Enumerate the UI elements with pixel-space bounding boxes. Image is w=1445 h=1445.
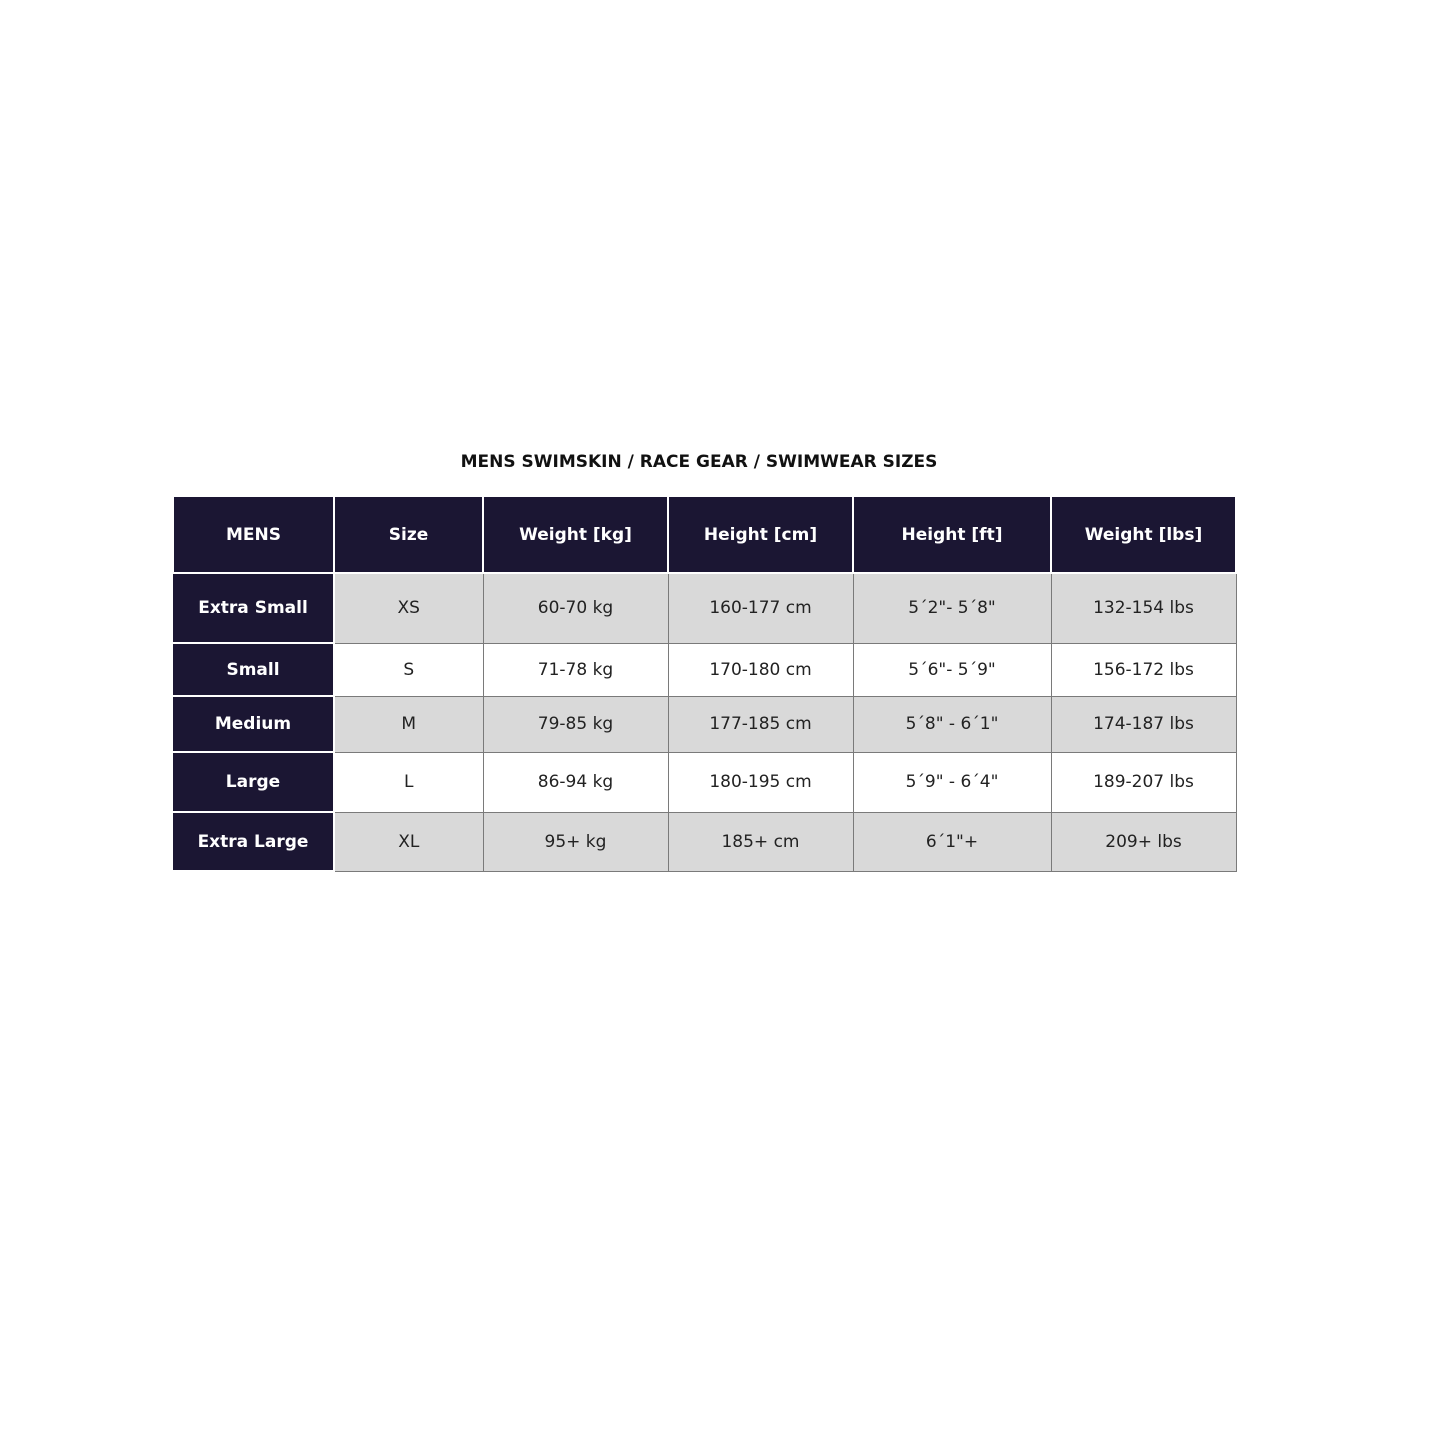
weight-lbs-cell: 174-187 lbs [1050, 695, 1237, 753]
table-row: Extra Small XS 60-70 kg 160-177 cm 5´2"-… [173, 572, 1237, 644]
weight-kg-cell: 60-70 kg [482, 572, 669, 644]
height-ft-cell: 6´1"+ [852, 811, 1052, 872]
weight-kg-cell: 86-94 kg [482, 751, 669, 813]
height-cm-cell: 177-185 cm [667, 695, 854, 753]
table-row: Large L 86-94 kg 180-195 cm 5´9" - 6´4" … [173, 751, 1237, 813]
size-cell: L [333, 751, 484, 813]
weight-kg-cell: 95+ kg [482, 811, 669, 872]
weight-lbs-cell: 132-154 lbs [1050, 572, 1237, 644]
header-row: MENS Size Weight [kg] Height [cm] Height… [172, 495, 1237, 574]
height-cm-cell: 160-177 cm [667, 572, 854, 644]
weight-lbs-cell: 189-207 lbs [1050, 751, 1237, 813]
size-table: MENS Size Weight [kg] Height [cm] Height… [172, 495, 1237, 872]
height-cm-cell: 185+ cm [667, 811, 854, 872]
row-label: Large [173, 751, 335, 813]
header-mens: MENS [172, 495, 335, 574]
row-label: Medium [173, 695, 335, 753]
height-ft-cell: 5´6"- 5´9" [852, 642, 1052, 697]
height-cm-cell: 170-180 cm [667, 642, 854, 697]
header-height-cm: Height [cm] [667, 495, 854, 574]
header-height-ft: Height [ft] [852, 495, 1052, 574]
row-label: Extra Small [173, 572, 335, 644]
height-cm-cell: 180-195 cm [667, 751, 854, 813]
chart-title: MENS SWIMSKIN / RACE GEAR / SWIMWEAR SIZ… [460, 452, 938, 472]
table-row: Medium M 79-85 kg 177-185 cm 5´8" - 6´1"… [173, 695, 1237, 753]
table-row: Extra Large XL 95+ kg 185+ cm 6´1"+ 209+… [173, 811, 1237, 872]
header-size: Size [333, 495, 484, 574]
height-ft-cell: 5´2"- 5´8" [852, 572, 1052, 644]
size-cell: S [333, 642, 484, 697]
height-ft-cell: 5´9" - 6´4" [852, 751, 1052, 813]
size-cell: M [333, 695, 484, 753]
row-label: Extra Large [173, 811, 335, 872]
height-ft-cell: 5´8" - 6´1" [852, 695, 1052, 753]
size-cell: XS [333, 572, 484, 644]
size-cell: XL [333, 811, 484, 872]
header-weight-kg: Weight [kg] [482, 495, 669, 574]
weight-kg-cell: 71-78 kg [482, 642, 669, 697]
weight-kg-cell: 79-85 kg [482, 695, 669, 753]
weight-lbs-cell: 209+ lbs [1050, 811, 1237, 872]
header-weight-lbs: Weight [lbs] [1050, 495, 1237, 574]
table-row: Small S 71-78 kg 170-180 cm 5´6"- 5´9" 1… [173, 642, 1237, 697]
row-label: Small [173, 642, 335, 697]
weight-lbs-cell: 156-172 lbs [1050, 642, 1237, 697]
